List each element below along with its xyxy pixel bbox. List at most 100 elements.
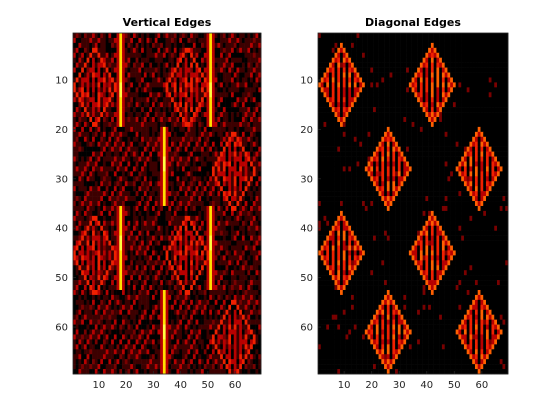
vertical-edges-cell	[211, 102, 215, 108]
vertical-edges-cell	[78, 275, 82, 281]
vertical-edges-cell	[146, 285, 150, 291]
vertical-edges-cell	[116, 349, 120, 355]
diagonal-edges-cell	[461, 42, 465, 49]
vertical-edges-cell	[83, 82, 87, 88]
vertical-edges-cell	[75, 57, 79, 63]
vertical-edges-cell	[217, 176, 221, 182]
vertical-edges-cell	[190, 304, 194, 311]
vertical-edges-cell	[222, 181, 226, 187]
vertical-edges-cell	[217, 250, 221, 256]
vertical-edges-cell	[247, 33, 251, 39]
vertical-edges-cell	[217, 107, 221, 113]
vertical-edges-cell	[113, 304, 117, 311]
vertical-edges-cell	[105, 235, 109, 241]
vertical-edges-cell	[198, 181, 202, 187]
vertical-edges-cell	[86, 151, 90, 157]
vertical-edges-cell	[94, 270, 98, 276]
vertical-edges-cell	[217, 339, 221, 345]
vertical-edges-cell	[73, 265, 77, 271]
vertical-edges-cell	[247, 42, 251, 49]
vertical-edges-cell	[165, 196, 169, 202]
vertical-edges-cell	[135, 191, 139, 197]
vertical-edges-cell	[138, 126, 142, 133]
vertical-edges-cell	[236, 309, 240, 315]
vertical-edges-cell	[116, 57, 120, 63]
vertical-edges-cell	[225, 37, 229, 44]
vertical-edges-cell	[92, 82, 96, 88]
vertical-edges-cell	[89, 344, 93, 350]
vertical-edges-cell	[206, 270, 210, 276]
vertical-edges-cell	[94, 82, 98, 88]
vertical-edges-cell	[233, 72, 237, 78]
vertical-edges-cell	[160, 171, 164, 177]
vertical-edges-cell	[122, 171, 126, 177]
vertical-edges-cell	[165, 33, 169, 39]
vertical-edges-cell	[217, 42, 221, 49]
vertical-edges-cell	[127, 235, 131, 241]
vertical-edges-cell	[247, 225, 251, 231]
vertical-edges-cell	[138, 136, 142, 143]
vertical-edges-cell	[100, 205, 104, 212]
vertical-edges-cell	[97, 294, 101, 301]
vertical-edges-cell	[127, 201, 131, 207]
vertical-edges-cell	[228, 354, 232, 360]
vertical-edges-cell	[171, 314, 175, 320]
vertical-edges-cell	[187, 136, 191, 143]
vertical-edges-cell	[241, 196, 245, 202]
vertical-edges-cell	[119, 112, 123, 118]
vertical-edges-cell	[157, 304, 161, 311]
vertical-edges-cell	[247, 240, 251, 246]
vertical-edges-cell	[206, 354, 210, 360]
diagonal-edges-cell	[496, 37, 501, 44]
vertical-edges-cell	[217, 344, 221, 350]
vertical-edges-cell	[184, 270, 188, 276]
vertical-edges-cell	[73, 210, 77, 217]
vertical-edges-cell	[83, 250, 87, 256]
diagonal-edges-cell	[362, 33, 366, 39]
vertical-edges-cell	[255, 255, 259, 261]
vertical-edges-cell	[184, 161, 188, 167]
vertical-edges-cell	[206, 117, 210, 123]
diagonal-edges-cell	[485, 33, 490, 39]
vertical-edges-cell	[179, 131, 183, 138]
vertical-edges-cell	[250, 112, 254, 118]
vertical-edges-cell	[75, 309, 79, 315]
vertical-edges-cell	[190, 369, 194, 375]
vertical-edges-cell	[149, 52, 153, 59]
vertical-edges-cell	[100, 289, 104, 296]
vertical-edges-cell	[211, 369, 215, 375]
vertical-edges-cell	[124, 344, 128, 350]
vertical-edges-cell	[113, 131, 117, 138]
vertical-edges-cell	[135, 369, 139, 375]
vertical-edges-cell	[247, 270, 251, 276]
vertical-edges-cell	[111, 324, 115, 330]
vertical-edges-cell	[154, 349, 158, 355]
vertical-edges-cell	[127, 309, 131, 315]
vertical-edges-cell	[152, 181, 156, 187]
vertical-edges-y-tick-label: 30	[55, 174, 68, 185]
vertical-edges-cell	[250, 176, 254, 182]
vertical-edges-cell	[187, 250, 191, 256]
vertical-edges-cell	[250, 62, 254, 68]
vertical-edges-cell	[97, 230, 101, 236]
vertical-edges-cell	[228, 359, 232, 365]
vertical-edges-cell	[119, 210, 123, 217]
vertical-edges-cell	[97, 57, 101, 63]
vertical-edges-cell	[81, 245, 85, 251]
vertical-edges-cell	[252, 196, 256, 202]
diagonal-edges-cell	[370, 37, 374, 44]
vertical-edges-cell	[124, 186, 128, 192]
vertical-edges-cell	[206, 97, 210, 103]
vertical-edges-cell	[154, 324, 158, 330]
vertical-edges-cell	[241, 121, 245, 128]
vertical-edges-cell	[83, 107, 87, 113]
vertical-edges-cell	[192, 364, 196, 370]
vertical-edges-cell	[86, 77, 90, 83]
vertical-edges-cell	[247, 131, 251, 138]
vertical-edges-cell	[214, 334, 218, 340]
vertical-edges-cell	[184, 314, 188, 320]
vertical-edges-cell	[94, 77, 98, 83]
vertical-edges-cell	[152, 275, 156, 281]
vertical-edges-cell	[81, 102, 85, 108]
vertical-edges-cell	[195, 369, 199, 375]
